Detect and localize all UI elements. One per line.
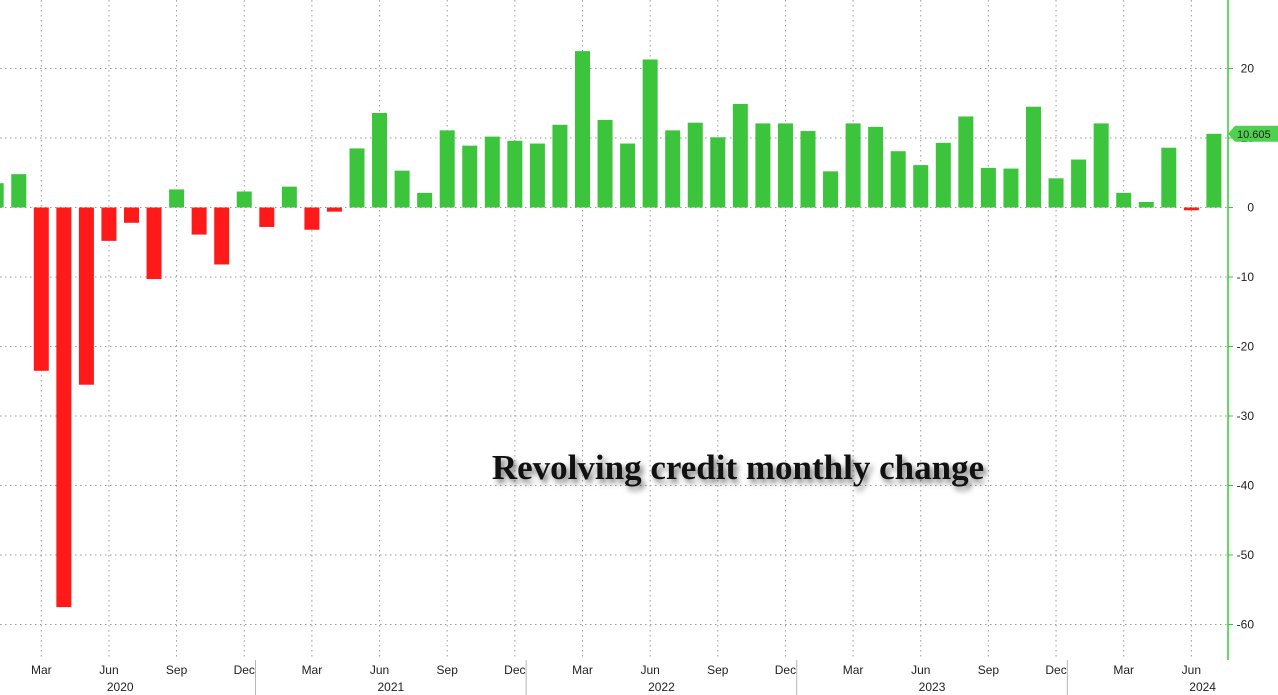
bar — [575, 51, 590, 208]
x-tick-label: Jun — [1182, 663, 1201, 677]
bar — [439, 130, 455, 208]
bar — [326, 207, 342, 212]
x-tick-label: Dec — [1045, 663, 1066, 677]
bar — [1071, 159, 1087, 208]
x-tick-label: Jun — [911, 663, 930, 677]
x-tick-label: Jun — [99, 663, 118, 677]
bar — [642, 59, 658, 208]
bar — [484, 136, 500, 208]
bar — [980, 167, 996, 208]
x-tick-label: Mar — [1113, 663, 1134, 677]
bar — [913, 165, 929, 208]
bar — [620, 143, 636, 208]
year-label: 2022 — [648, 680, 675, 694]
y-tick-label: -30 — [1237, 409, 1255, 423]
bar — [1003, 168, 1019, 208]
x-axis: Mar Jun Sep Dec Mar Jun Sep Dec Mar Jun Sep Dec Mar J… — [31, 660, 1216, 695]
bar — [169, 189, 185, 208]
bar — [845, 123, 861, 208]
bar — [33, 207, 49, 371]
x-tick-label: Dec — [775, 663, 796, 677]
year-label: 2024 — [1189, 680, 1216, 694]
bar — [146, 207, 162, 280]
bar — [1093, 123, 1109, 208]
x-tick-label: Sep — [978, 663, 1000, 677]
bar — [529, 143, 545, 208]
year-label: 2020 — [107, 680, 134, 694]
bar — [0, 183, 4, 208]
bar — [417, 192, 433, 208]
year-label: 2021 — [377, 680, 404, 694]
chart-title: Revolving credit monthly change — [492, 448, 984, 487]
chart-title-group: Revolving credit monthly change — [492, 448, 984, 487]
bar — [1048, 178, 1064, 208]
gridlines — [0, 0, 1228, 660]
bar — [191, 207, 207, 235]
bar — [462, 145, 478, 208]
bar — [1206, 133, 1222, 208]
y-tick-label: 0 — [1247, 201, 1254, 215]
x-tick-label: Dec — [504, 663, 525, 677]
bar — [755, 123, 771, 208]
x-tick-label: Sep — [707, 663, 729, 677]
bar — [1161, 147, 1177, 208]
y-tick-label: -50 — [1237, 548, 1255, 562]
bar — [1138, 201, 1154, 208]
x-tick-label: Sep — [437, 663, 459, 677]
bar — [259, 207, 275, 227]
y-tick-label: -60 — [1237, 618, 1255, 632]
bar — [777, 123, 793, 208]
y-tick-label: 20 — [1241, 62, 1255, 76]
last-value-tag — [1228, 125, 1278, 142]
bar — [507, 140, 523, 208]
bar — [394, 170, 410, 208]
bar — [935, 142, 951, 208]
bar — [1183, 207, 1199, 211]
bar — [56, 207, 72, 608]
y-tick-label: -40 — [1237, 479, 1255, 493]
bar — [304, 207, 320, 230]
bar — [1026, 106, 1041, 208]
bar — [890, 151, 906, 208]
bar — [349, 148, 365, 208]
bar — [687, 122, 703, 208]
y-tick-label: -10 — [1237, 270, 1255, 284]
x-tick-label: Mar — [31, 663, 52, 677]
bar — [101, 207, 117, 241]
bar — [732, 103, 748, 208]
bar — [372, 112, 388, 208]
x-tick-label: Mar — [572, 663, 593, 677]
bar — [868, 126, 884, 208]
bar — [823, 171, 839, 208]
x-tick-label: Jun — [370, 663, 389, 677]
bar — [236, 191, 252, 208]
x-tick-label: Sep — [166, 663, 188, 677]
bar — [710, 137, 726, 208]
bar — [281, 186, 297, 208]
bar — [800, 131, 816, 208]
last-value-label: 10.605 — [1237, 129, 1271, 141]
x-tick-label: Mar — [843, 663, 864, 677]
year-label: 2023 — [919, 680, 946, 694]
bar — [597, 119, 613, 208]
bar — [1116, 192, 1132, 208]
bar — [11, 174, 27, 208]
y-tick-label: -20 — [1237, 340, 1255, 354]
bar — [214, 207, 230, 265]
bar — [958, 116, 974, 208]
bar — [78, 207, 94, 385]
bar — [665, 130, 681, 208]
bar — [552, 124, 568, 208]
x-tick-label: Dec — [234, 663, 255, 677]
bars — [0, 51, 1222, 608]
bar — [124, 207, 139, 223]
x-tick-label: Jun — [640, 663, 659, 677]
x-tick-label: Mar — [302, 663, 323, 677]
